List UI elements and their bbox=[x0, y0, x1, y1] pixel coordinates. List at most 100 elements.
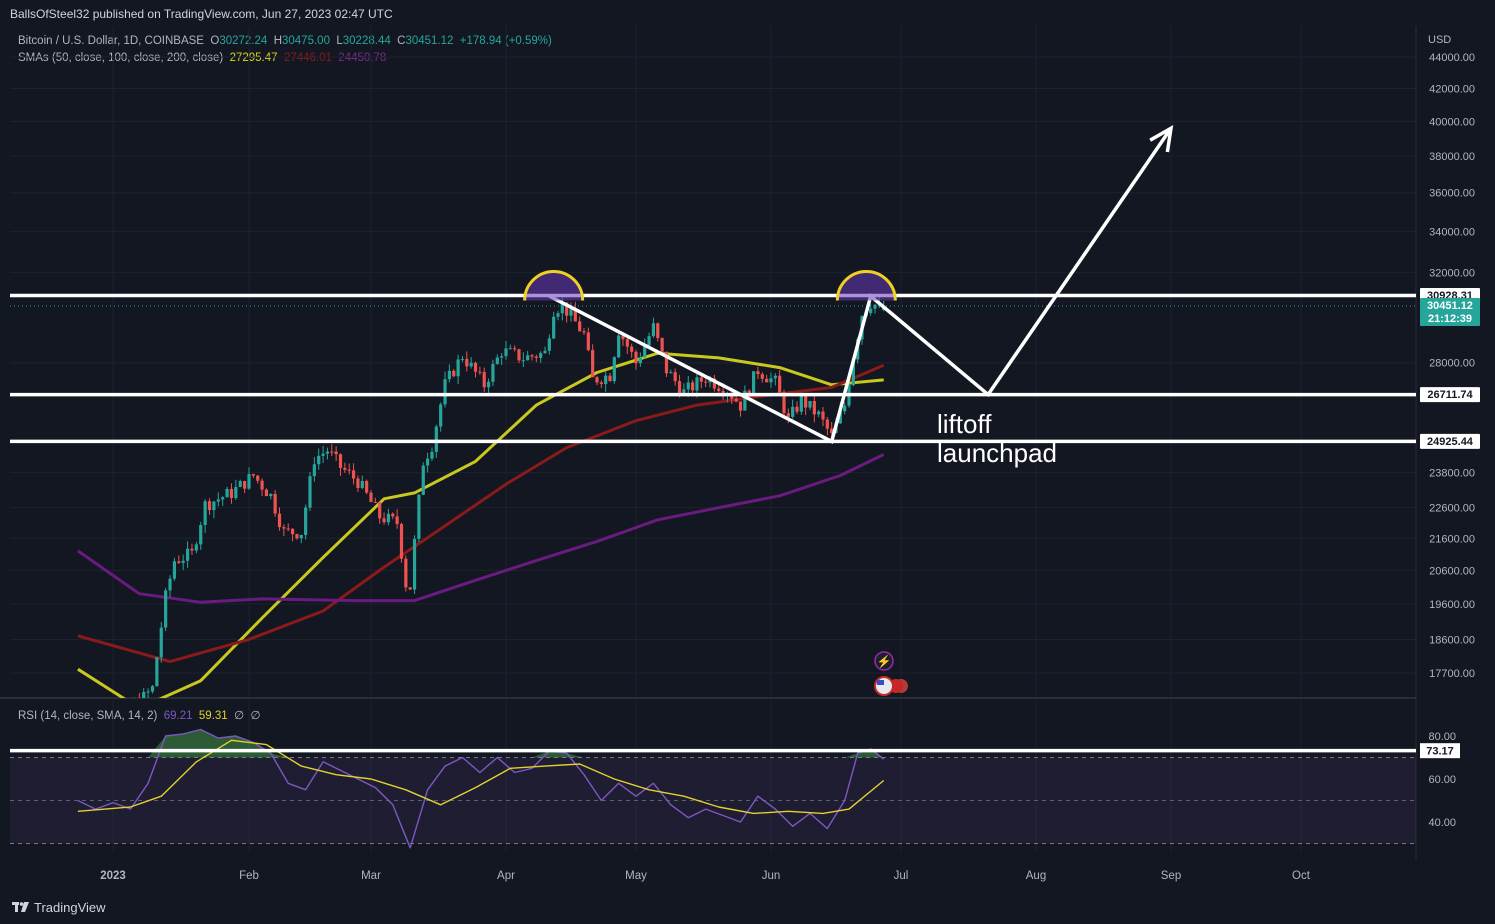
tradingview-logo-icon[interactable] bbox=[12, 900, 30, 914]
top-fill-1 bbox=[524, 271, 583, 301]
candle-body bbox=[417, 494, 421, 539]
lightning-icon[interactable] bbox=[874, 651, 894, 671]
candle-body bbox=[500, 356, 504, 358]
candle-body bbox=[338, 454, 343, 468]
candle-body bbox=[812, 401, 816, 415]
main-legend: Bitcoin / U.S. Dollar, 1D, COINBASE O302… bbox=[18, 35, 552, 47]
candle-body bbox=[164, 590, 168, 628]
candle-body bbox=[621, 335, 625, 340]
candle-body bbox=[412, 538, 417, 590]
rsi-layer bbox=[10, 728, 1416, 849]
candle-body bbox=[256, 475, 260, 481]
time-tick-label: Sep bbox=[1161, 870, 1181, 882]
candle-body bbox=[612, 357, 616, 382]
candle-body bbox=[286, 528, 290, 530]
rsi-sma-value: 59.31 bbox=[198, 710, 228, 722]
candle-body bbox=[386, 513, 391, 523]
badge-level-low-text: 24925.44 bbox=[1427, 436, 1474, 448]
candle-body bbox=[804, 395, 808, 408]
candle-body bbox=[552, 316, 556, 339]
candle-body bbox=[260, 480, 264, 490]
candle-body bbox=[539, 353, 543, 358]
candle-body bbox=[421, 465, 425, 495]
candle-body bbox=[321, 453, 325, 456]
candle-body bbox=[391, 513, 395, 517]
candle-body bbox=[478, 371, 482, 373]
candle-body bbox=[212, 501, 216, 511]
candle-body bbox=[699, 377, 703, 382]
symbol-label[interactable]: Bitcoin / U.S. Dollar, 1D, COINBASE bbox=[18, 35, 204, 47]
badge-level-low[interactable]: 24925.44 bbox=[1420, 433, 1480, 449]
candle-body bbox=[138, 701, 141, 709]
price-tick-label: 17700.00 bbox=[1429, 668, 1475, 680]
annotation-liftoff: liftoff bbox=[937, 409, 992, 439]
time-tick-label: Mar bbox=[361, 870, 381, 882]
price-tick-label: 21600.00 bbox=[1429, 533, 1475, 545]
publish-line: BallsOfSteel32 published on TradingView.… bbox=[10, 7, 393, 21]
candle-body bbox=[330, 451, 334, 453]
candle-body bbox=[460, 358, 465, 360]
rsi-value: 69.21 bbox=[163, 710, 193, 722]
candle-body bbox=[677, 381, 682, 394]
candle-body bbox=[673, 372, 677, 382]
candle-body bbox=[116, 718, 119, 721]
candle-body bbox=[821, 411, 825, 420]
sma200-value: 24450.78 bbox=[338, 52, 387, 64]
sma100-line bbox=[77, 363, 885, 664]
candle-body bbox=[521, 360, 525, 362]
candle-body bbox=[704, 381, 708, 383]
candle-body bbox=[482, 372, 486, 388]
candle-body bbox=[452, 370, 456, 377]
candle-body bbox=[277, 513, 282, 528]
candle-body bbox=[638, 357, 642, 364]
rsi-clipped-group bbox=[77, 728, 885, 849]
candle-body bbox=[190, 548, 194, 551]
sma50-value: 27295.47 bbox=[229, 52, 278, 64]
candle-body bbox=[203, 501, 207, 526]
candle-body bbox=[617, 335, 621, 358]
candle-body bbox=[773, 375, 777, 379]
time-tick-label: Jun bbox=[762, 870, 781, 882]
candle-body bbox=[229, 488, 234, 499]
candle-body bbox=[686, 382, 690, 390]
candle-body bbox=[129, 702, 132, 706]
price-tick-label: 20600.00 bbox=[1429, 565, 1475, 577]
rsi-line bbox=[77, 728, 885, 849]
candle-body bbox=[582, 331, 586, 333]
candle-body bbox=[360, 480, 364, 488]
candle-body bbox=[343, 467, 347, 470]
candle-body bbox=[530, 355, 534, 357]
candle-body bbox=[504, 348, 508, 357]
sma-legend[interactable]: SMAs (50, close, 100, close, 200, close)… bbox=[18, 52, 386, 64]
candle-body bbox=[769, 378, 773, 383]
badge-rsi-level[interactable]: 73.17 bbox=[1420, 743, 1460, 759]
candle-body bbox=[308, 476, 312, 508]
time-tick-label: Feb bbox=[239, 870, 259, 882]
candle-body bbox=[447, 370, 451, 380]
candle-body bbox=[747, 390, 751, 395]
footer-brand[interactable]: TradingView bbox=[34, 900, 106, 915]
candle-body bbox=[264, 489, 269, 497]
footer bbox=[0, 892, 1495, 924]
candle-body bbox=[159, 627, 163, 658]
price-tick-label: 32000.00 bbox=[1429, 267, 1475, 279]
rsi-legend[interactable]: RSI (14, close, SMA, 14, 2) 69.21 59.31 … bbox=[18, 708, 261, 722]
candle-body bbox=[150, 686, 155, 692]
candle-body bbox=[334, 451, 338, 455]
candle-body bbox=[469, 362, 473, 367]
top-fill-2 bbox=[837, 271, 896, 301]
candle-body bbox=[456, 359, 460, 377]
candle-body bbox=[547, 338, 551, 351]
us-flag-icon[interactable] bbox=[874, 676, 894, 696]
candle-body bbox=[207, 501, 212, 511]
price-tick-label: 40000.00 bbox=[1429, 116, 1475, 128]
candle-body bbox=[216, 499, 220, 502]
candle-body bbox=[465, 358, 469, 367]
candle-body bbox=[595, 377, 599, 383]
candle-body bbox=[543, 350, 547, 354]
candle-body bbox=[404, 558, 408, 588]
candle-body bbox=[534, 356, 538, 358]
badge-level-mid[interactable]: 26711.74 bbox=[1420, 387, 1480, 403]
